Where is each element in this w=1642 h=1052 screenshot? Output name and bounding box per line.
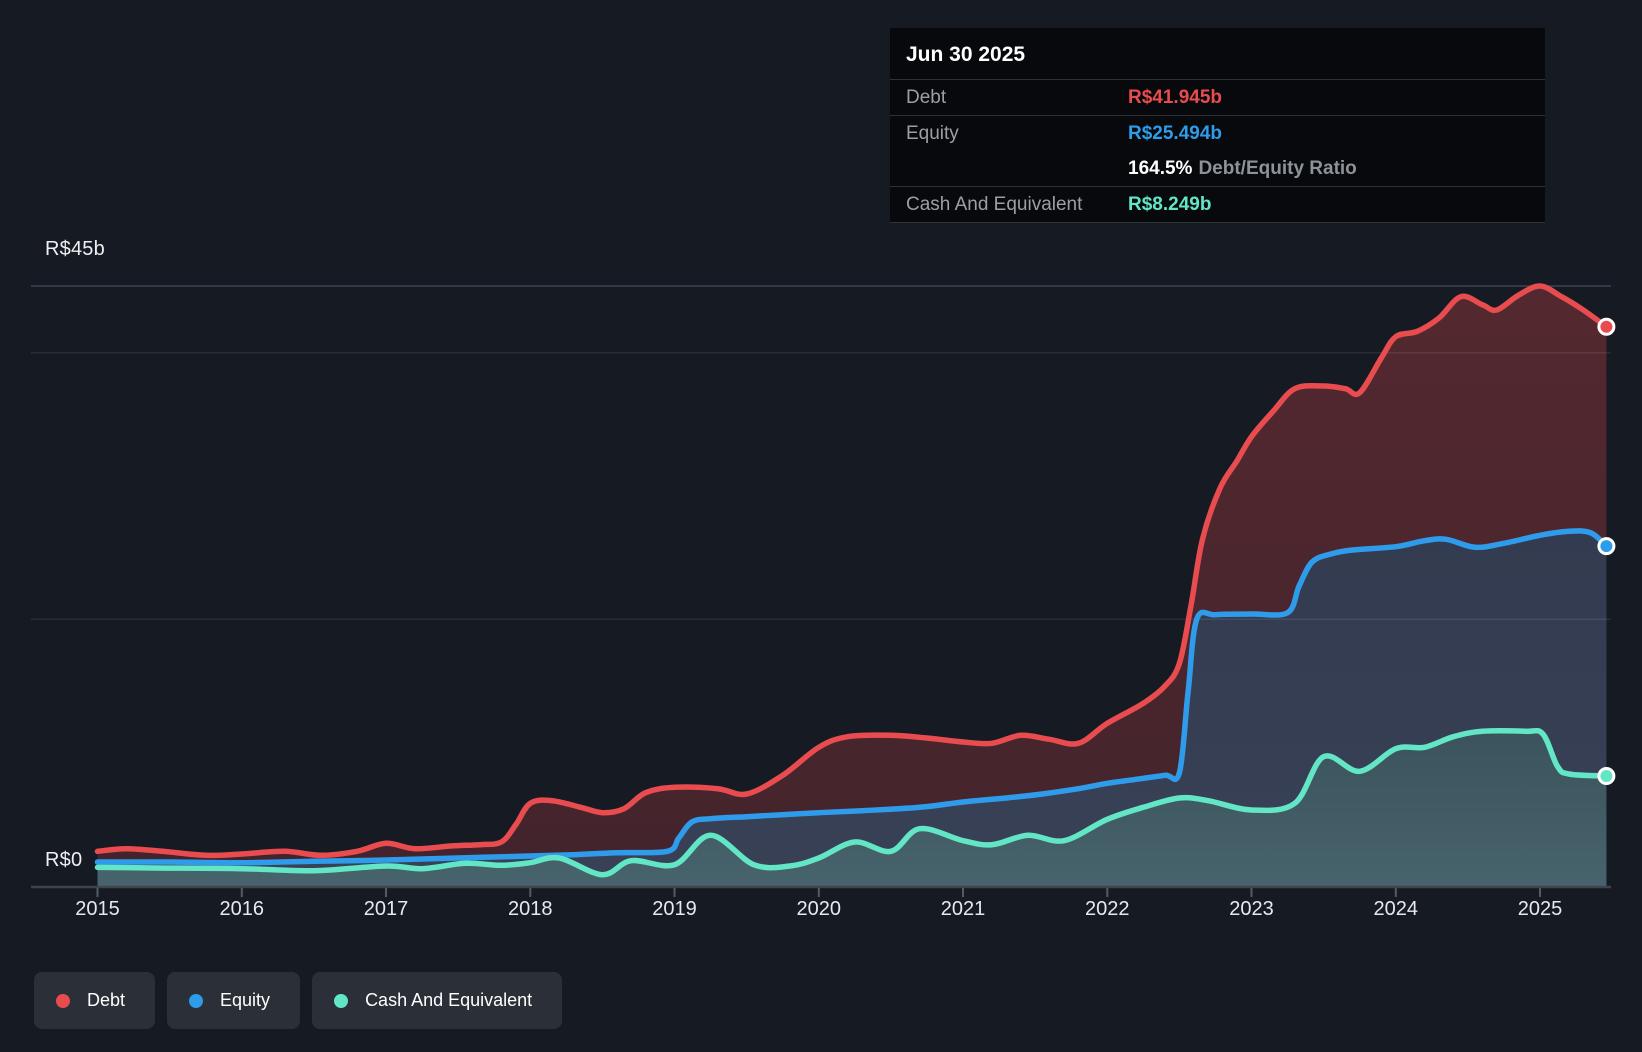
legend-item-debt[interactable]: Debt bbox=[34, 972, 156, 1029]
tooltip-equity-value: R$25.494b bbox=[1128, 122, 1223, 144]
legend-item-cash[interactable]: Cash And Equivalent bbox=[312, 972, 563, 1029]
legend-item-equity[interactable]: Equity bbox=[167, 972, 301, 1029]
x-axis-label-2018: 2018 bbox=[508, 898, 553, 920]
tooltip-debt-value: R$41.945b bbox=[1128, 86, 1223, 108]
debt-line bbox=[94, 283, 1610, 859]
equity-area bbox=[97, 530, 1607, 886]
y-axis-zero-label: R$0 bbox=[45, 849, 83, 871]
x-axis-label-2020: 2020 bbox=[796, 898, 842, 920]
tooltip-date: Jun 30 2025 bbox=[890, 28, 1545, 80]
x-axis-label-2019: 2019 bbox=[652, 898, 697, 920]
x-axis-label-2022: 2022 bbox=[1085, 898, 1130, 920]
equity-end-marker bbox=[1597, 537, 1616, 556]
tooltip-debt-label: Debt bbox=[906, 87, 947, 108]
cash-end-marker bbox=[1597, 767, 1616, 785]
cash-line bbox=[94, 727, 1610, 878]
cash-area bbox=[97, 730, 1607, 886]
legend-debt-label: Debt bbox=[87, 990, 126, 1010]
debt-end-marker bbox=[1597, 317, 1616, 336]
chart-legend: Debt Equity Cash And Equivalent bbox=[34, 972, 563, 1029]
tooltip-equity-label: Equity bbox=[906, 123, 959, 144]
cash-dot-icon bbox=[334, 993, 349, 1008]
tooltip-cash-value: R$8.249b bbox=[1128, 193, 1212, 215]
x-axis-label-2015: 2015 bbox=[75, 898, 120, 920]
debt-dot-icon bbox=[56, 993, 70, 1008]
x-axis-label-2016: 2016 bbox=[219, 898, 265, 920]
x-axis-label-2024: 2024 bbox=[1373, 898, 1419, 920]
x-axis-label-2021: 2021 bbox=[940, 898, 986, 920]
tooltip-cash-label: Cash And Equivalent bbox=[906, 194, 1083, 215]
y-axis-max-label: R$45b bbox=[45, 238, 105, 260]
tooltip-row-ratio: 164.5% Debt/Equity Ratio bbox=[890, 151, 1545, 187]
x-axis-label-2023: 2023 bbox=[1229, 898, 1274, 920]
tooltip-row-debt: Debt R$41.945b bbox=[890, 80, 1545, 116]
tooltip-ratio-suffix: Debt/Equity Ratio bbox=[1198, 157, 1357, 179]
tooltip-ratio: 164.5% Debt/Equity Ratio bbox=[1128, 158, 1357, 180]
legend-cash-label: Cash And Equivalent bbox=[365, 990, 533, 1010]
tooltip-row-cash: Cash And Equivalent R$8.249b bbox=[890, 187, 1545, 223]
tooltip-row-equity: Equity R$25.494b bbox=[890, 116, 1545, 151]
legend-equity-label: Equity bbox=[220, 990, 271, 1010]
hover-tooltip: Jun 30 2025 Debt R$41.945b Equity R$25.4… bbox=[890, 28, 1545, 223]
equity-line bbox=[94, 528, 1610, 866]
equity-dot-icon bbox=[189, 993, 204, 1008]
x-axis-label-2017: 2017 bbox=[363, 898, 409, 920]
x-axis-label-2025: 2025 bbox=[1517, 898, 1563, 920]
tooltip-ratio-value: 164.5% bbox=[1128, 157, 1193, 179]
